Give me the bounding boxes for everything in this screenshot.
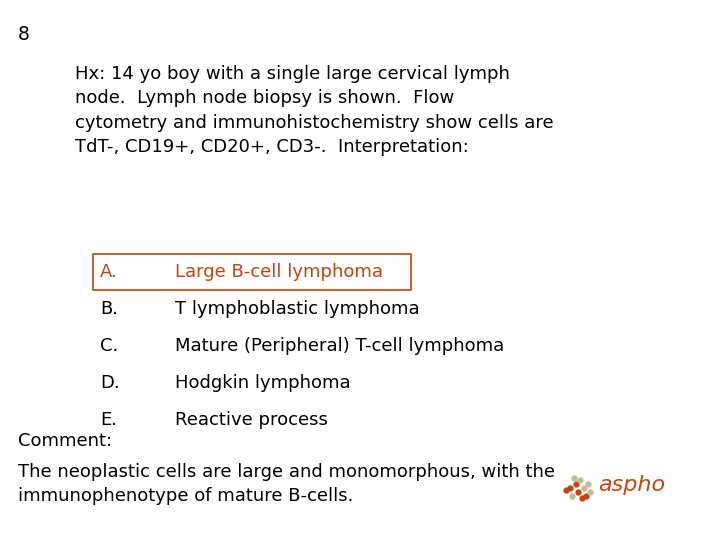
Text: Hodgkin lymphoma: Hodgkin lymphoma [175, 374, 351, 392]
Text: Hx: 14 yo boy with a single large cervical lymph
node.  Lymph node biopsy is sho: Hx: 14 yo boy with a single large cervic… [75, 65, 554, 156]
Text: 8: 8 [18, 25, 30, 44]
Text: T lymphoblastic lymphoma: T lymphoblastic lymphoma [175, 300, 420, 318]
Text: A.: A. [100, 263, 118, 281]
Text: D.: D. [100, 374, 120, 392]
Text: Large B-cell lymphoma: Large B-cell lymphoma [175, 263, 383, 281]
Text: Comment:: Comment: [18, 432, 112, 450]
Text: aspho: aspho [598, 475, 665, 495]
Text: Reactive process: Reactive process [175, 411, 328, 429]
Text: Mature (Peripheral) T-cell lymphoma: Mature (Peripheral) T-cell lymphoma [175, 337, 504, 355]
Text: The neoplastic cells are large and monomorphous, with the
immunophenotype of mat: The neoplastic cells are large and monom… [18, 463, 555, 505]
Text: E.: E. [100, 411, 117, 429]
Text: C.: C. [100, 337, 118, 355]
Text: B.: B. [100, 300, 118, 318]
